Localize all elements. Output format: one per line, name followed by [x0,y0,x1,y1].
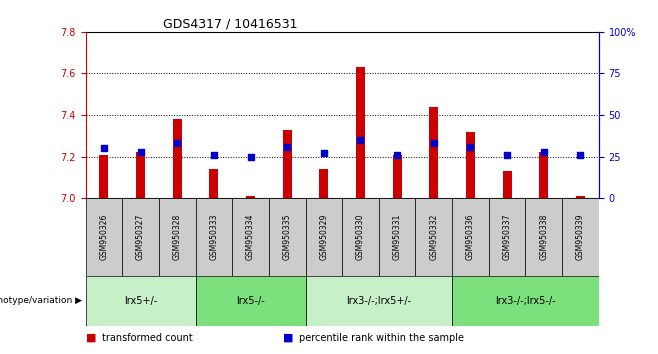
Bar [415,198,452,276]
Text: GSM950334: GSM950334 [246,214,255,261]
Point [282,144,292,149]
Bar [232,198,269,276]
Bar [209,169,218,198]
Text: GSM950330: GSM950330 [356,214,365,261]
Bar [562,198,599,276]
Text: GSM950337: GSM950337 [503,214,512,261]
Text: ■: ■ [283,333,293,343]
Bar [305,198,342,276]
Text: lrx3-/-;lrx5-/-: lrx3-/-;lrx5-/- [495,296,556,306]
Text: GSM950339: GSM950339 [576,214,585,261]
Point [502,152,513,158]
Bar [466,132,475,198]
Point [575,152,586,158]
Text: GSM950332: GSM950332 [429,214,438,261]
Point [392,152,403,158]
Point [318,150,329,156]
Text: percentile rank within the sample: percentile rank within the sample [299,333,465,343]
Bar [172,119,182,198]
Point [172,141,182,146]
Bar [452,276,599,326]
Text: ■: ■ [86,333,96,343]
Bar [489,198,526,276]
Bar [122,198,159,276]
Text: GSM950331: GSM950331 [393,214,401,261]
Bar [86,276,195,326]
Bar [393,155,402,198]
Bar [576,196,585,198]
Text: GSM950335: GSM950335 [283,214,291,261]
Bar [356,67,365,198]
Text: lrx3-/-;lrx5+/-: lrx3-/-;lrx5+/- [346,296,411,306]
Text: lrx5+/-: lrx5+/- [124,296,157,306]
Text: GSM950333: GSM950333 [209,214,218,261]
Bar [195,276,305,326]
Point [465,144,476,149]
Text: GSM950329: GSM950329 [319,214,328,261]
Point [245,154,256,159]
Text: GSM950336: GSM950336 [466,214,475,261]
Text: GSM950328: GSM950328 [172,214,182,260]
Point [99,145,109,151]
Point [538,149,549,154]
Point [136,149,146,154]
Bar [136,153,145,198]
Bar [159,198,195,276]
Bar [379,198,415,276]
Point [355,137,366,143]
Bar [99,155,109,198]
Bar [526,198,562,276]
Text: lrx5-/-: lrx5-/- [236,296,265,306]
Point [209,152,219,158]
Bar [305,276,452,326]
Text: transformed count: transformed count [102,333,193,343]
Bar [282,130,291,198]
Text: genotype/variation ▶: genotype/variation ▶ [0,296,82,306]
Bar [86,198,122,276]
Text: GSM950338: GSM950338 [540,214,548,261]
Bar [319,169,328,198]
Bar [539,153,548,198]
Bar [503,171,512,198]
Bar [195,198,232,276]
Text: GDS4317 / 10416531: GDS4317 / 10416531 [163,18,297,31]
Bar [452,198,489,276]
Text: GSM950326: GSM950326 [99,214,109,261]
Text: GSM950327: GSM950327 [136,214,145,261]
Bar [246,196,255,198]
Bar [269,198,305,276]
Bar [429,107,438,198]
Bar [342,198,379,276]
Point [428,141,439,146]
